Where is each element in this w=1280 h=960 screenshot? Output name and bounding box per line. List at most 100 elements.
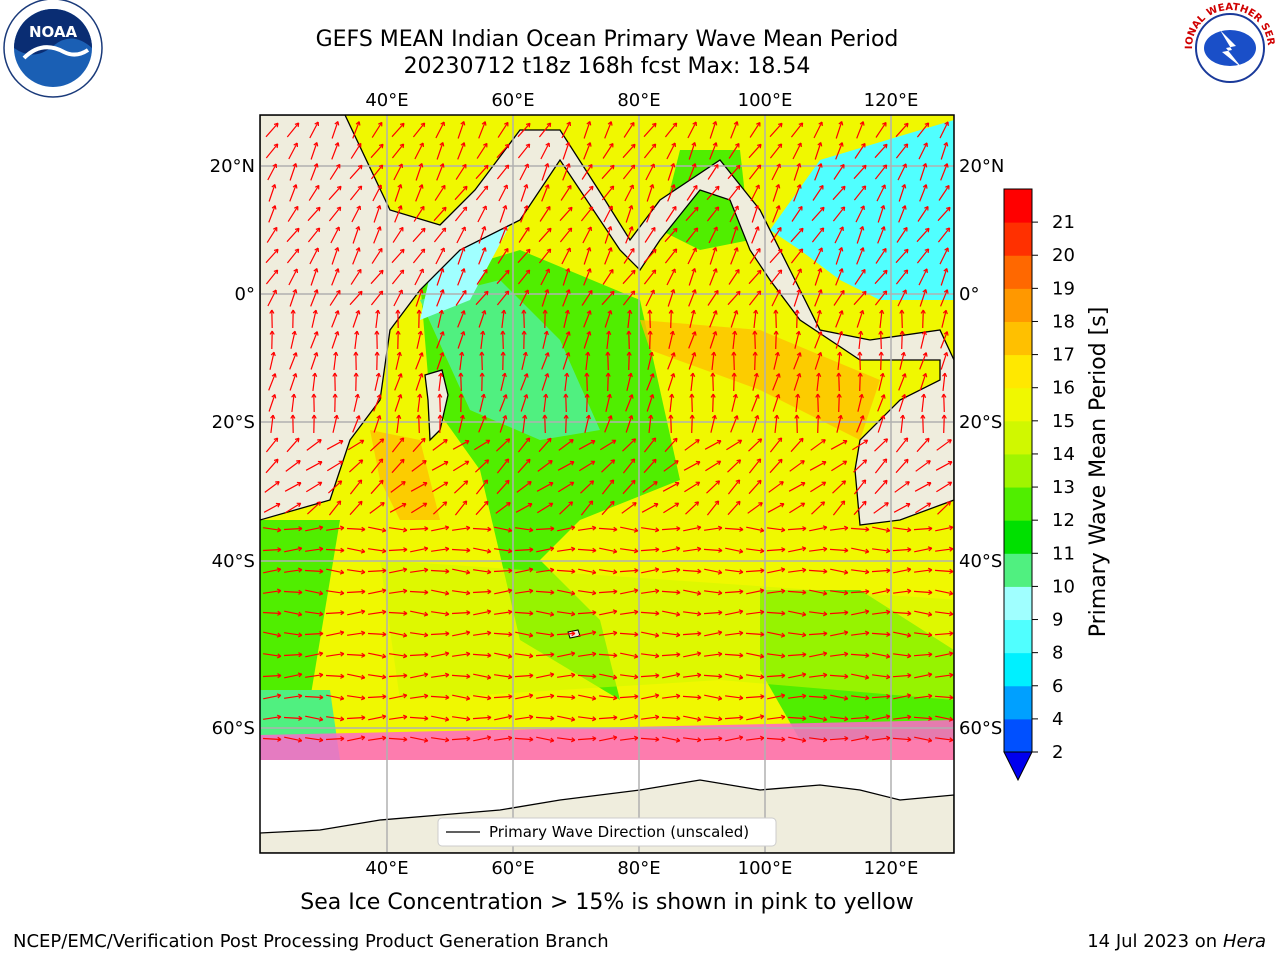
wave-arrow — [430, 569, 450, 573]
wave-arrow-head — [837, 351, 843, 356]
wave-arrow-head — [651, 269, 657, 274]
wave-arrow-head — [690, 309, 696, 315]
wave-arrow — [788, 632, 806, 636]
wave-arrow-head — [486, 735, 492, 741]
wave-arrow — [352, 226, 360, 244]
wave-arrow — [623, 248, 635, 264]
wave-arrow — [772, 205, 780, 223]
wave-arrow — [727, 459, 741, 473]
wave-arrow — [880, 330, 882, 350]
wave-arrow-head — [423, 567, 429, 573]
wave-arrow-head — [439, 352, 445, 357]
wave-arrow-head — [802, 715, 807, 722]
wave-arrow — [872, 548, 890, 552]
wave-arrow-head — [549, 693, 555, 699]
wave-arrow — [373, 415, 381, 433]
wave-arrow-head — [276, 567, 282, 573]
wave-arrow — [599, 632, 617, 636]
wave-arrow-head — [884, 502, 889, 507]
wave-arrow — [731, 394, 737, 412]
wave-arrow — [541, 352, 549, 370]
wave-arrow-head — [883, 438, 889, 443]
wave-arrow-head — [570, 611, 576, 617]
wave-arrow — [664, 248, 678, 264]
wave-arrow — [709, 121, 717, 139]
wave-arrow — [748, 438, 762, 452]
colorbar-swatch — [1004, 288, 1032, 322]
wave-arrow-head — [797, 268, 802, 273]
wave-arrow-head — [460, 247, 466, 252]
wave-arrow — [493, 569, 513, 573]
wave-arrow — [515, 631, 533, 637]
wave-arrow-head — [712, 310, 718, 315]
wave-arrow — [809, 548, 827, 552]
wave-arrow — [661, 653, 681, 657]
wave-arrow-head — [273, 248, 279, 254]
wave-arrow-head — [273, 437, 279, 442]
wave-arrow — [326, 653, 344, 657]
wave-arrow-head — [690, 372, 696, 377]
wave-arrow — [326, 440, 344, 450]
wave-arrow — [264, 481, 280, 493]
wave-arrow-head — [670, 163, 676, 168]
wave-arrow — [283, 527, 303, 531]
wave-arrow — [310, 142, 318, 160]
wave-arrow — [284, 569, 302, 573]
wave-arrow — [922, 309, 924, 329]
wave-arrow — [268, 205, 276, 223]
wave-arrow — [514, 674, 534, 678]
wave-arrow — [431, 548, 449, 552]
wave-arrow-head — [550, 589, 555, 595]
wave-arrow-head — [717, 651, 723, 657]
wave-arrow-head — [357, 268, 362, 274]
wave-arrow — [500, 373, 506, 391]
wave-arrow-head — [438, 372, 444, 377]
wave-arrow-head — [717, 695, 723, 701]
colorbar-swatch — [1004, 453, 1032, 488]
wave-arrow-head — [944, 247, 949, 252]
wave-arrow-head — [379, 479, 384, 485]
wave-arrow-head — [417, 330, 423, 336]
wave-arrow — [431, 461, 449, 471]
wave-arrow-head — [378, 143, 384, 149]
wave-arrow — [395, 352, 401, 370]
wave-arrow — [766, 611, 786, 615]
wave-arrow — [538, 437, 552, 453]
wave-arrow — [370, 479, 384, 495]
wave-arrow — [685, 227, 699, 243]
wave-arrow — [391, 437, 405, 453]
wave-arrow-head — [314, 247, 319, 253]
wave-arrow — [829, 737, 849, 741]
wave-arrow-head — [649, 394, 655, 399]
wave-arrow — [914, 482, 932, 492]
wave-arrow-head — [819, 227, 825, 232]
wave-arrow — [666, 142, 676, 160]
wave-arrow — [685, 206, 699, 222]
wave-arrow — [643, 143, 657, 159]
wave-arrow — [310, 163, 318, 181]
wave-arrow — [874, 164, 888, 180]
wave-arrow — [473, 439, 491, 451]
wave-arrow-head — [586, 268, 592, 273]
wave-arrow — [793, 289, 801, 307]
wave-arrow — [329, 290, 341, 306]
wave-arrow — [391, 269, 405, 285]
colorbar-tick-label: 4 — [1052, 709, 1063, 730]
wave-arrow — [326, 460, 344, 472]
wave-arrow-head — [647, 309, 653, 314]
wave-arrow — [620, 674, 638, 678]
wave-arrow-head — [801, 611, 807, 617]
wave-arrow — [769, 122, 783, 138]
gridlines — [260, 115, 954, 853]
wave-arrow — [725, 695, 743, 699]
wave-arrow — [645, 289, 655, 307]
wave-arrow — [326, 631, 344, 637]
wave-arrow — [577, 611, 597, 615]
wave-arrow — [667, 373, 675, 391]
wave-arrow-head — [672, 205, 677, 211]
wave-arrow-head — [944, 121, 949, 126]
wave-arrow — [796, 309, 798, 329]
wave-arrow-head — [628, 415, 634, 420]
wave-arrow — [435, 121, 445, 139]
wave-arrow-head — [397, 205, 403, 210]
